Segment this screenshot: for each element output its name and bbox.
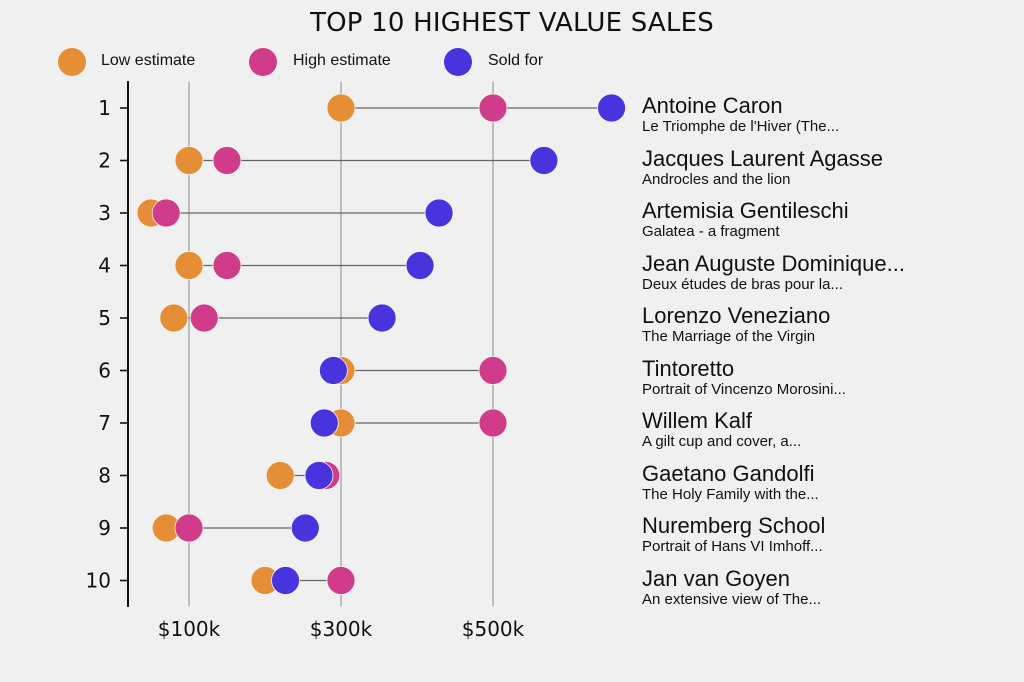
high-estimate-dot <box>189 303 219 333</box>
artist-name: Jan van Goyen <box>642 565 790 591</box>
y-tick-label: 6 <box>98 359 111 383</box>
high-estimate-dot <box>151 198 181 228</box>
artwork-title: The Holy Family with the... <box>642 485 819 503</box>
row-label: Gaetano Gandolfi The Holy Family with the… <box>642 460 819 504</box>
high-estimate-dot <box>174 513 204 543</box>
low-estimate-dot <box>265 461 295 490</box>
x-tick-label: $100k <box>158 617 221 641</box>
artist-name: Jean Auguste Dominique... <box>642 250 905 276</box>
x-tick-label: $300k <box>310 617 373 641</box>
sold-for-dot <box>424 198 454 228</box>
sold-for-dot <box>304 461 334 490</box>
artist-name: Tintoretto <box>642 355 735 381</box>
artist-name: Artemisia Gentileschi <box>642 198 849 223</box>
y-tick-label: 1 <box>98 96 111 120</box>
high-estimate-dot <box>478 356 508 385</box>
artist-name: Lorenzo Veneziano <box>642 303 831 328</box>
y-tick-label: 7 <box>98 411 111 435</box>
artwork-title: Galatea - a fragment <box>642 223 780 240</box>
artwork-title: Deux études de bras pour la... <box>642 275 843 293</box>
row-label: Artemisia Gentileschi Galatea - a fragmen… <box>642 199 849 241</box>
y-tick-label: 9 <box>98 516 111 540</box>
row-label: Jan van Goyen An extensive view of The... <box>642 565 821 609</box>
sold-for-dot <box>405 251 435 280</box>
y-tick-label: 10 <box>86 569 111 593</box>
sold-for-dot <box>318 356 348 385</box>
row-label: Willem Kalf A gilt cup and cover, a... <box>642 409 801 451</box>
high-estimate-dot <box>478 408 508 438</box>
artwork-title: A gilt cup and cover, a... <box>642 433 802 450</box>
artist-name: Willem Kalf <box>642 408 753 433</box>
y-tick-label: 4 <box>98 254 111 278</box>
high-estimate-dot <box>212 146 242 175</box>
artwork-title: The Marriage of the Virgin <box>642 328 816 345</box>
sold-for-dot <box>367 303 397 333</box>
legend-low-dot-icon <box>58 48 86 76</box>
artwork-title: An extensive view of The... <box>642 590 821 608</box>
sold-for-dot <box>529 146 559 175</box>
chart-title: TOP 10 HIGHEST VALUE SALES <box>310 8 714 38</box>
row-label: Jean Auguste Dominique... Deux études de … <box>642 250 905 294</box>
sold-for-dot <box>309 408 339 438</box>
y-tick-label: 8 <box>98 464 111 488</box>
artist-name: Nuremberg School <box>642 513 826 538</box>
high-estimate-dot <box>326 566 356 595</box>
legend-high-label: High estimate <box>293 52 391 69</box>
legend-low-label: Low estimate <box>101 52 196 69</box>
high-estimate-dot <box>478 93 508 123</box>
row-label: Nuremberg School Portrait of Hans VI Imho… <box>642 514 825 556</box>
high-estimate-dot <box>212 251 242 280</box>
legend-high-dot-icon <box>249 48 277 76</box>
low-estimate-dot <box>174 251 204 280</box>
sold-for-dot <box>597 93 626 123</box>
sold-for-dot <box>290 513 320 543</box>
row-label: Antoine Caron Le Triomphe de l'Hiver (The… <box>642 94 839 136</box>
low-estimate-dot <box>174 146 204 175</box>
artist-name: Antoine Caron <box>642 93 783 118</box>
artist-name: Jacques Laurent Agasse <box>642 145 883 171</box>
artwork-title: Portrait of Vincenzo Morosini... <box>642 380 846 398</box>
row-label: Jacques Laurent Agasse Androcles and the … <box>642 145 883 189</box>
artwork-title: Portrait of Hans VI Imhoff... <box>642 538 823 555</box>
y-tick-label: 5 <box>98 306 111 330</box>
row-label: Tintoretto Portrait of Vincenzo Morosini.… <box>642 355 846 399</box>
artwork-title: Androcles and the lion <box>642 170 791 188</box>
artist-name: Gaetano Gandolfi <box>642 460 815 486</box>
artwork-title: Le Triomphe de l'Hiver (The... <box>642 118 840 135</box>
legend-sold-label: Sold for <box>488 52 544 69</box>
x-tick-label: $500k <box>462 617 525 641</box>
y-tick-label: 2 <box>98 149 111 173</box>
y-tick-label: 3 <box>98 201 111 225</box>
row-label: Lorenzo Veneziano The Marriage of the Vir… <box>642 304 830 346</box>
legend-sold-dot-icon <box>444 48 472 76</box>
low-estimate-dot <box>159 303 189 333</box>
low-estimate-dot <box>326 93 356 123</box>
sold-for-dot <box>271 566 300 595</box>
